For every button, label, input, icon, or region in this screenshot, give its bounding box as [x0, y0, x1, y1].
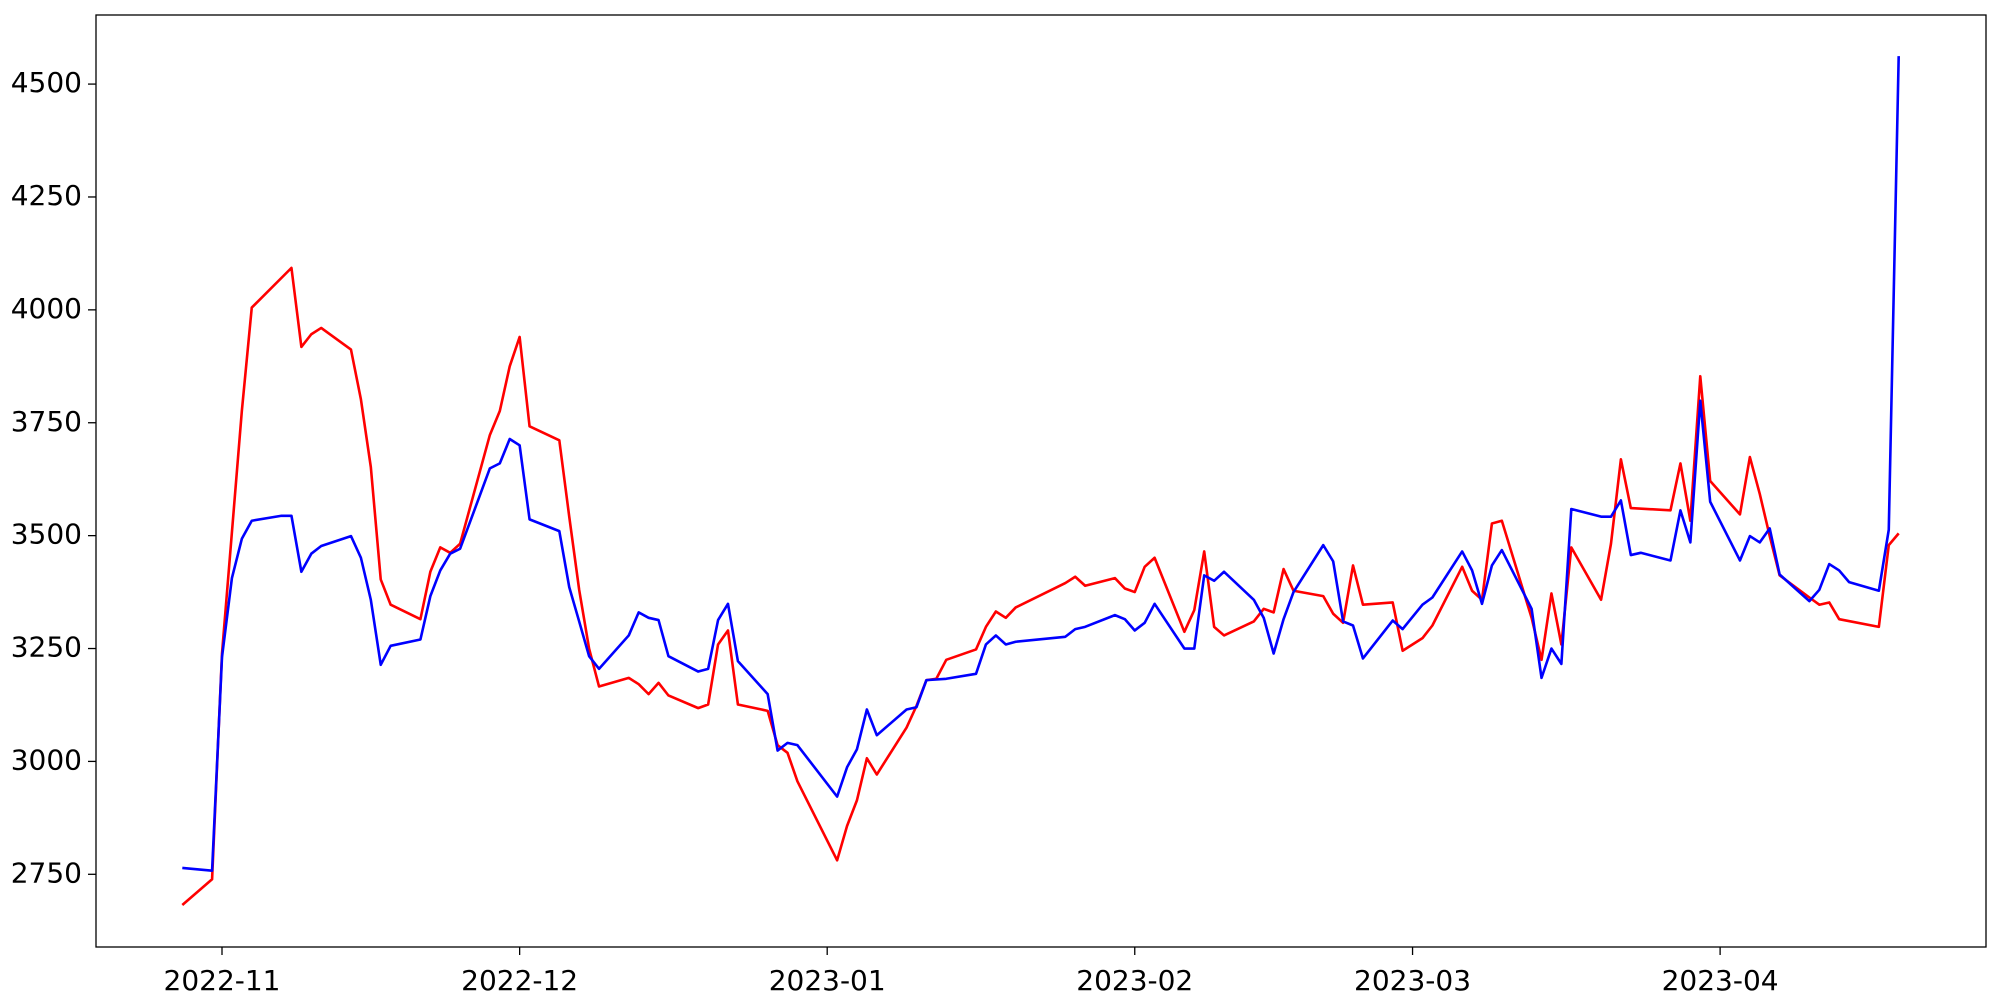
y-tick-label: 4250: [11, 179, 82, 212]
y-tick-label: 4500: [11, 66, 82, 99]
y-tick-label: 2750: [11, 856, 82, 889]
axes-frame: [95, 14, 1987, 948]
y-tick-label: 3250: [11, 631, 82, 664]
x-tick-label: 2023-04: [1662, 964, 1779, 997]
y-tick-label: 3500: [11, 518, 82, 551]
y-tick-label: 4000: [11, 292, 82, 325]
x-tick-label: 2023-02: [1076, 964, 1193, 997]
x-tick-label: 2023-03: [1354, 964, 1471, 997]
line-series: [182, 56, 1900, 872]
x-tick-label: 2022-11: [164, 964, 281, 997]
x-tick-label: 2022-12: [461, 964, 578, 997]
line-series: [181, 266, 1900, 906]
y-tick-label: 3000: [11, 743, 82, 776]
y-tick-label: 3750: [11, 405, 82, 438]
x-tick-label: 2023-01: [769, 964, 886, 997]
